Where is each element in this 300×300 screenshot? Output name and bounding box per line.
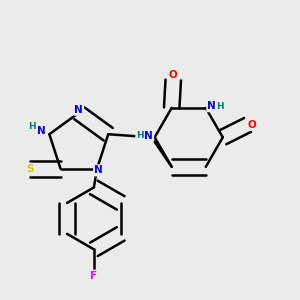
- Text: O: O: [248, 120, 256, 130]
- Text: H: H: [28, 122, 36, 131]
- Text: F: F: [90, 271, 98, 281]
- Text: S: S: [26, 164, 33, 174]
- Text: N: N: [74, 105, 83, 115]
- Text: H: H: [217, 102, 224, 111]
- Text: O: O: [169, 70, 178, 80]
- Text: N: N: [37, 126, 46, 136]
- Text: N: N: [207, 101, 216, 111]
- Text: N: N: [94, 165, 103, 176]
- Text: H: H: [136, 131, 144, 140]
- Text: N: N: [144, 131, 153, 141]
